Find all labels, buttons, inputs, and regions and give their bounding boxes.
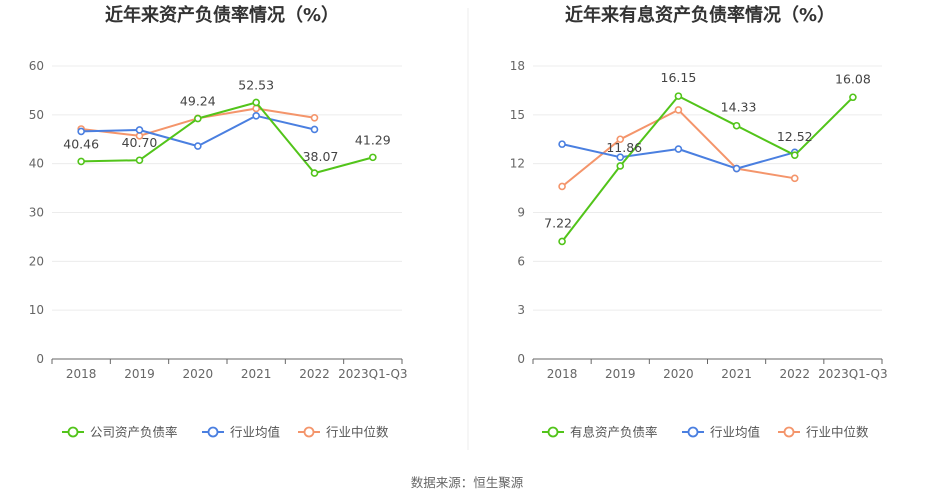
y-tick-label: 50	[29, 108, 44, 122]
data-label: 12.52	[777, 129, 813, 144]
legend-swatch-marker	[67, 426, 79, 438]
data-label: 11.86	[606, 140, 642, 155]
x-tick-label: 2020	[183, 367, 214, 381]
y-tick-label: 6	[517, 254, 525, 268]
data-point	[558, 237, 566, 246]
legend-label: 公司资产负债率	[90, 425, 178, 440]
data-label: 40.70	[122, 135, 158, 150]
legend-label: 行业中位数	[806, 425, 869, 440]
data-point	[135, 156, 144, 165]
data-label: 7.22	[544, 215, 572, 230]
data-point	[252, 98, 260, 107]
chart-debt-ratio: 近年来资产负债率情况（%） 0 10 20 30 40 50 60 2018 2019 2020 20…	[29, 4, 408, 440]
x-tick-label: 2023Q1-Q3	[818, 367, 887, 381]
data-label: 49.24	[180, 94, 216, 109]
data-point	[732, 164, 741, 173]
series-line-0	[561, 95, 854, 243]
legend-swatch-marker	[547, 426, 559, 438]
data-point	[616, 153, 625, 161]
chart-title: 近年来有息资产负债率情况（%）	[565, 4, 835, 26]
x-tick-label: 2021	[721, 367, 752, 381]
data-point	[674, 92, 683, 100]
data-point	[674, 145, 683, 153]
data-point	[558, 182, 566, 191]
legend-swatch-marker	[783, 426, 795, 438]
x-tick-label: 2019	[605, 367, 636, 381]
data-point	[77, 127, 85, 136]
chart-interest-bearing-debt-ratio: 近年来有息资产负债率情况（%） 0 3 6 9 12 15 18 2018 2019 2020 202…	[510, 4, 888, 440]
legend-swatch-marker	[207, 426, 219, 438]
x-tick-label: 2019	[124, 367, 155, 381]
y-tick-label: 3	[517, 303, 525, 317]
chart-title: 近年来资产负债率情况（%）	[105, 4, 339, 26]
x-tick-label: 2021	[241, 367, 272, 381]
legend-label: 有息资产负债率	[570, 425, 658, 440]
data-label: 14.33	[721, 100, 757, 115]
data-point	[616, 135, 625, 144]
data-point	[790, 151, 799, 160]
x-tick-label: 2018	[547, 367, 578, 381]
y-tick-label: 15	[510, 108, 525, 122]
data-label: 40.46	[63, 136, 99, 151]
legend-swatch-marker	[303, 426, 315, 438]
y-tick-label: 0	[517, 352, 525, 366]
data-point	[310, 125, 319, 134]
legend-item-1[interactable]: 行业均值	[202, 425, 280, 440]
y-tick-label: 20	[29, 254, 44, 268]
data-label: 41.29	[355, 132, 391, 147]
data-point	[674, 106, 683, 114]
data-point	[310, 169, 319, 177]
legend-item-1[interactable]: 行业均值	[682, 425, 760, 440]
series-line-0	[81, 101, 374, 175]
data-point	[849, 93, 857, 102]
data-label: 16.15	[661, 70, 697, 85]
data-source-note: 数据来源：恒生聚源	[411, 475, 524, 490]
data-point	[194, 142, 202, 150]
y-tick-label: 30	[29, 206, 44, 220]
legend-item-2[interactable]: 行业中位数	[778, 425, 869, 440]
legend-label: 行业中位数	[326, 425, 389, 440]
y-tick-label: 12	[510, 157, 525, 171]
y-tick-label: 18	[510, 59, 525, 73]
x-tick-label: 2023Q1-Q3	[338, 367, 407, 381]
y-tick-label: 9	[517, 206, 525, 220]
y-tick-label: 10	[29, 303, 44, 317]
x-tick-label: 2018	[66, 367, 97, 381]
data-label: 16.08	[835, 71, 871, 86]
data-point	[732, 121, 741, 130]
data-label: 52.53	[238, 77, 274, 92]
legend-item-0[interactable]: 公司资产负债率	[62, 425, 178, 440]
y-tick-label: 0	[36, 352, 44, 366]
data-point	[369, 153, 377, 162]
data-point	[77, 157, 85, 166]
legend-label: 行业均值	[710, 425, 760, 440]
data-point	[616, 162, 625, 170]
x-tick-label: 2022	[779, 367, 810, 381]
x-tick-label: 2020	[663, 367, 694, 381]
data-point	[790, 174, 799, 183]
legend-label: 行业均值	[230, 425, 280, 440]
data-point	[135, 126, 144, 134]
y-tick-label: 40	[29, 157, 44, 171]
data-point	[252, 112, 260, 120]
legend-item-2[interactable]: 行业中位数	[298, 425, 389, 440]
data-point	[310, 113, 319, 122]
legend-item-0[interactable]: 有息资产负债率	[542, 425, 658, 440]
data-point	[194, 114, 202, 123]
x-tick-label: 2022	[299, 367, 330, 381]
data-label: 38.07	[303, 149, 339, 164]
legend-swatch-marker	[687, 426, 699, 438]
y-tick-label: 60	[29, 59, 44, 73]
data-point	[558, 140, 566, 148]
